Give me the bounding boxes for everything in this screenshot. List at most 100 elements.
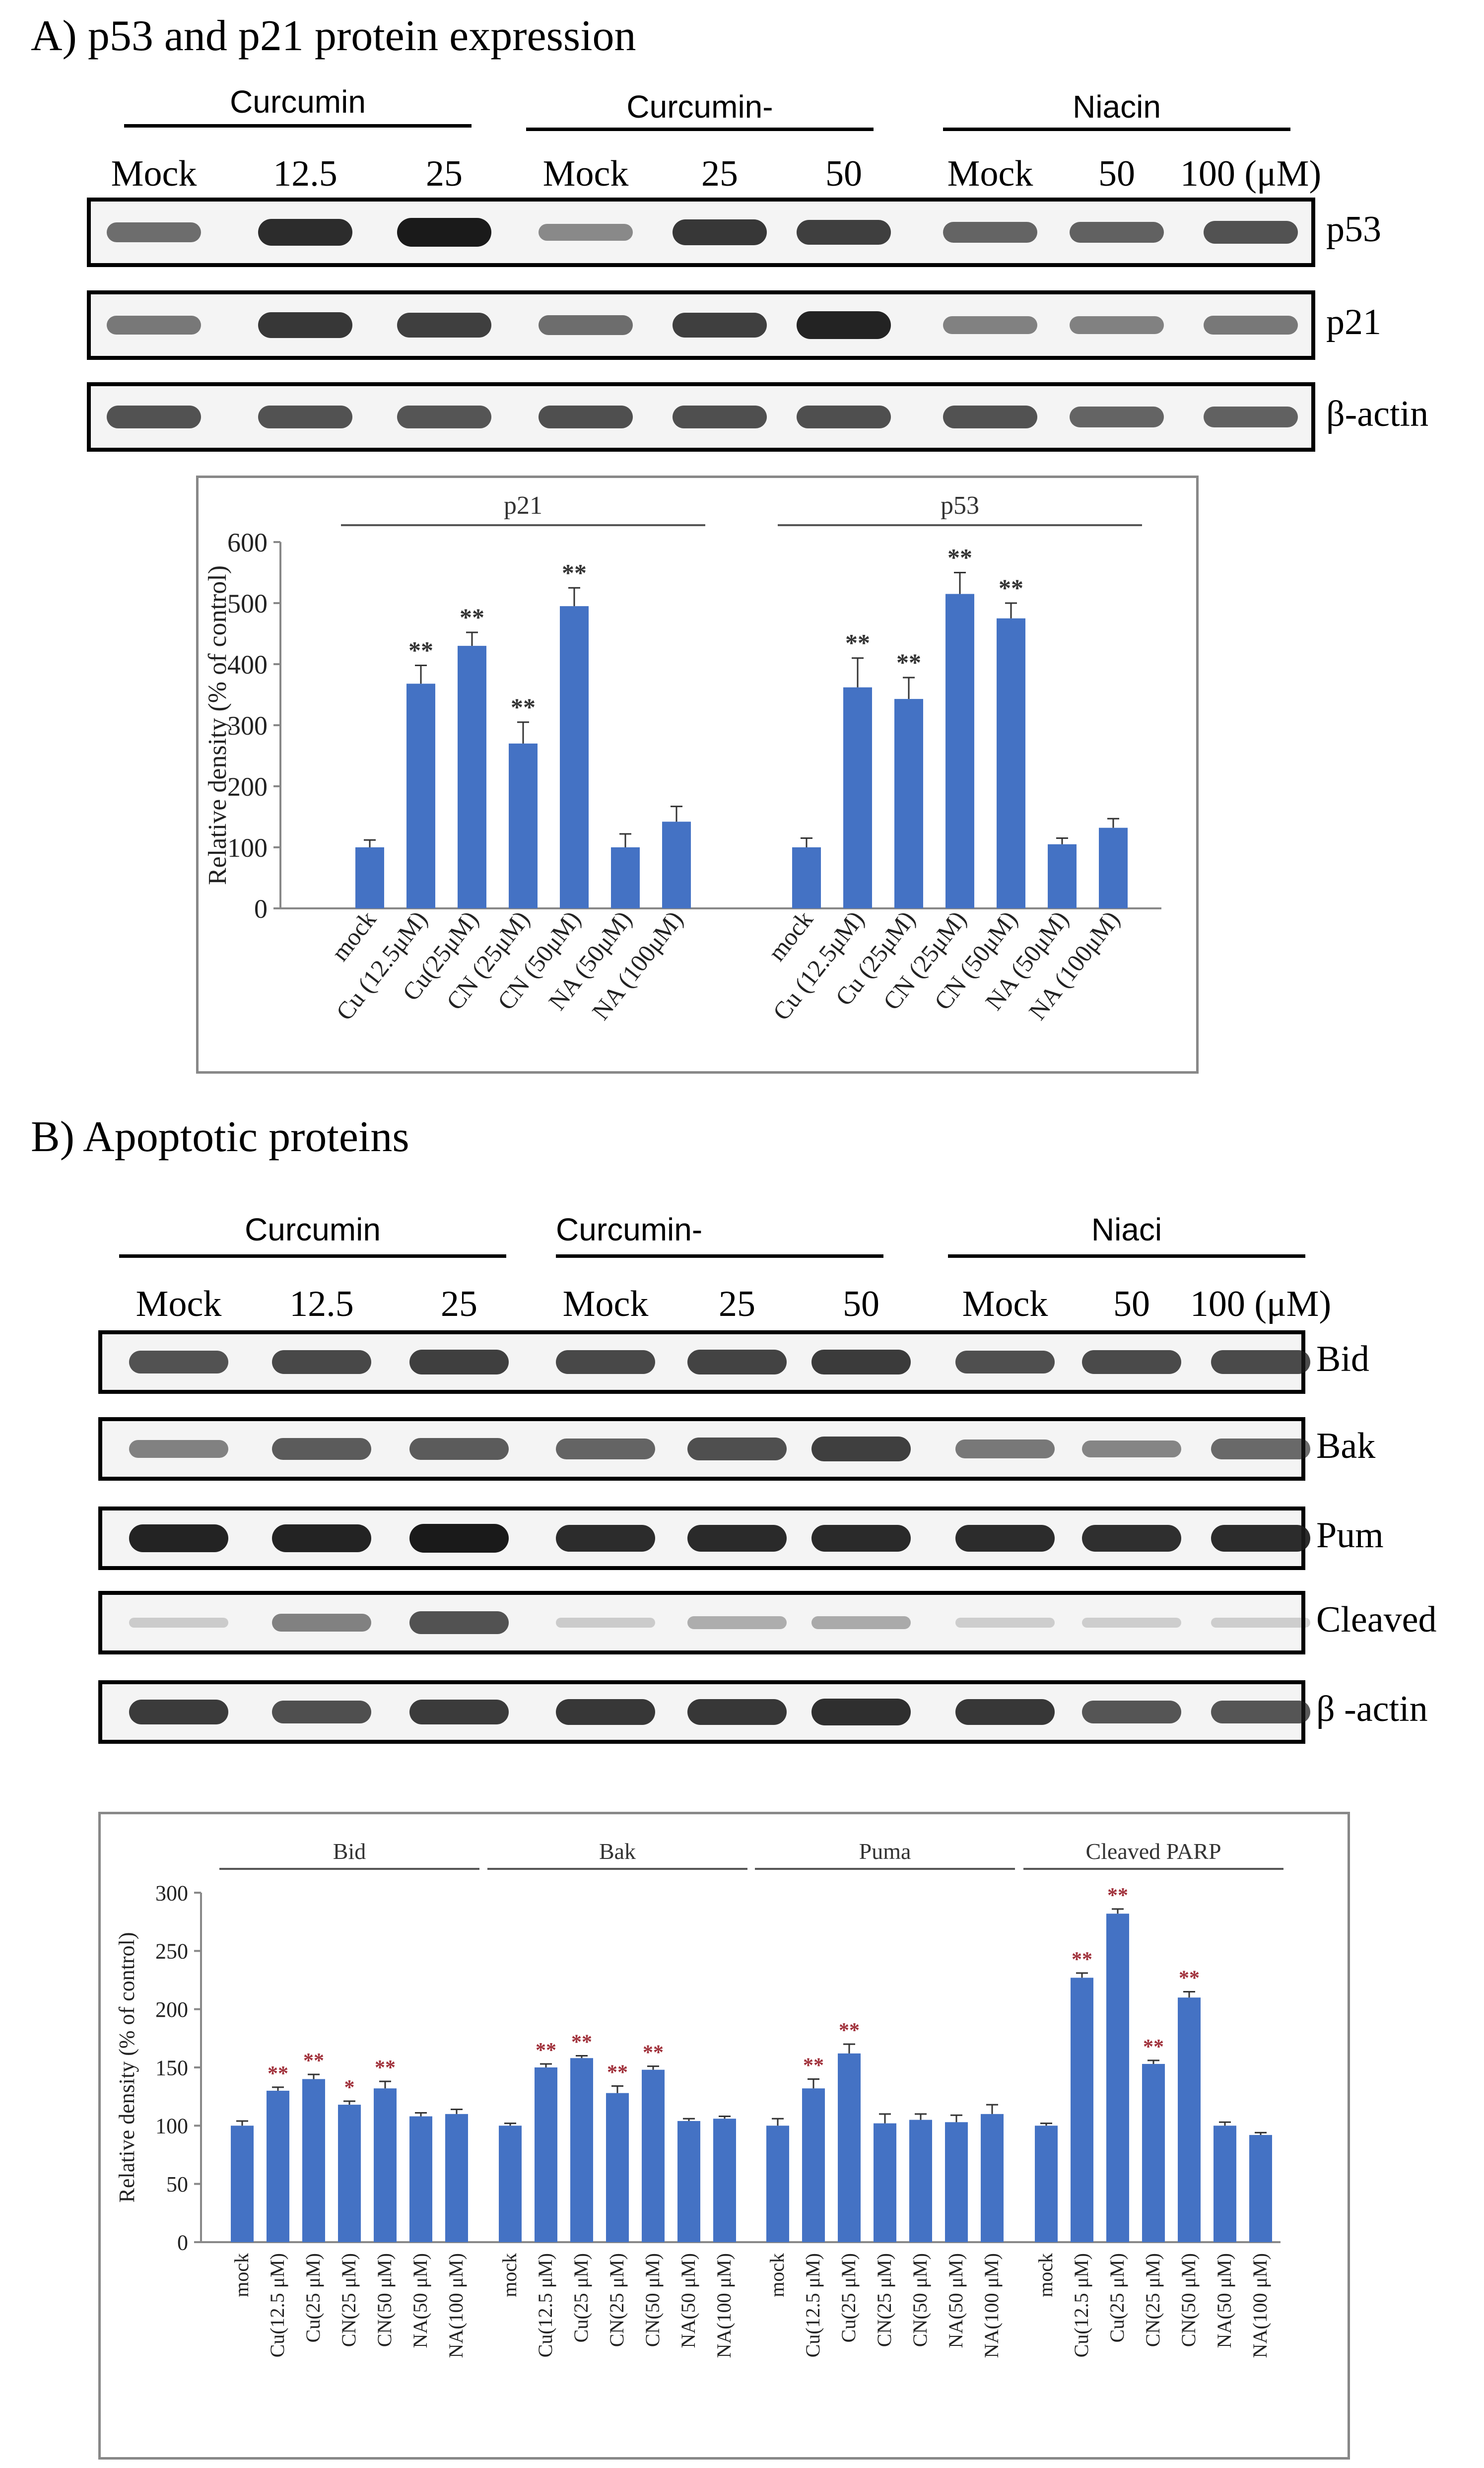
blot-band [1070,221,1164,243]
blot-band [943,406,1037,428]
blot-band [539,405,633,429]
significance-marker: ** [303,2050,324,2072]
category-label: Cu(12.5 μM) [1070,2253,1092,2357]
blot-band [1211,1618,1310,1628]
blot-band [129,1618,228,1628]
bar [802,2088,825,2242]
bar [945,2122,968,2242]
blot-band [943,222,1037,243]
blot-band [539,224,633,241]
significance-marker: ** [643,2042,664,2064]
bar [792,847,821,908]
bar [677,2121,700,2242]
category-label: CN(50 μM) [1177,2253,1200,2347]
blot-band [687,1699,787,1725]
lane-label: Mock [111,153,197,194]
blot-band [397,406,491,428]
category-label: Cu(12.5 μM) [266,2253,288,2357]
significance-marker: ** [839,2019,860,2042]
group-header: Cleaved PARP [1085,1839,1221,1864]
lane-label: 100 (μM) [1190,1284,1332,1324]
bar [355,847,384,908]
y-tick-label: 400 [227,650,268,680]
significance-marker: ** [511,693,536,721]
lane-label: 12.5 [273,153,337,194]
category-label: NA(100 μM) [713,2253,735,2358]
bar [535,2067,557,2242]
bar [1099,827,1128,908]
significance-marker: ** [803,2054,824,2077]
blot-pum [98,1507,1310,1570]
blot-cleaved [98,1591,1310,1654]
bar [231,2125,254,2242]
blot-band [258,406,352,428]
bar [843,687,872,908]
significance-marker: ** [607,2061,628,2084]
blot-band [272,1700,371,1724]
group-header: Bak [599,1839,636,1864]
blot-band [797,405,891,429]
blot-band [129,1699,228,1725]
blot-band [673,313,767,338]
blot-band [687,1524,787,1552]
blot-p21 [87,290,1315,360]
category-label: CN(50 μM) [909,2253,931,2347]
y-tick-label: 500 [227,589,268,618]
blot-band [1211,1439,1310,1459]
bar [1249,2135,1272,2242]
blot-band [397,218,491,247]
lane-label: Mock [562,1284,649,1324]
blot-band [107,406,201,428]
bar [997,618,1025,908]
blot-band [556,1439,655,1459]
significance-marker: ** [562,558,587,586]
bar [302,2079,325,2242]
blot-band [1204,221,1298,244]
group-label-curcumin: Curcumin [245,1212,381,1247]
bar [499,2125,522,2242]
category-label: Cu(25 μM) [837,2253,860,2342]
category-label: mock [1034,2253,1057,2297]
category-label: mock [766,2253,788,2297]
blot-band [797,220,891,245]
blot-band [955,1350,1055,1374]
blot-band [811,1699,911,1725]
lane-label: 12.5 [289,1284,354,1324]
bar [1178,1997,1201,2242]
blot-band [397,313,491,338]
blot-band [272,1438,371,1460]
bar [509,743,538,908]
lane-label: 25 [719,1284,755,1324]
bar [766,2125,789,2242]
category-label: Cu(25 μM) [570,2253,592,2342]
lane-label: Mock [542,153,629,194]
blot-band [258,219,352,246]
blot-band [1070,316,1164,334]
blot-band [673,219,767,245]
blot-band [1082,1701,1181,1723]
blot-p53 [87,198,1315,267]
bar [1035,2125,1058,2242]
blot-band [272,1350,371,1374]
y-tick-label: 300 [227,711,268,741]
section-b-title: B) Apoptotic proteins [31,1113,409,1161]
bar [874,2123,896,2242]
group-header: Bid [333,1839,366,1864]
bar [713,2119,736,2242]
group-line [119,1254,506,1258]
blot-band [955,1618,1055,1628]
group-line [124,124,472,128]
bar [894,699,923,908]
category-label: Cu(25 μM) [302,2253,324,2342]
lane-label: 25 [441,1284,477,1324]
blot-band [811,1437,911,1461]
bar [267,2090,289,2242]
bar [1142,2063,1165,2242]
lane-label: Mock [135,1284,222,1324]
lane-label: 100 (μM) [1180,153,1322,194]
category-label: CN(50 μM) [373,2253,396,2347]
blot-band [955,1525,1055,1552]
blot-band [129,1351,228,1373]
bar [409,2116,432,2242]
